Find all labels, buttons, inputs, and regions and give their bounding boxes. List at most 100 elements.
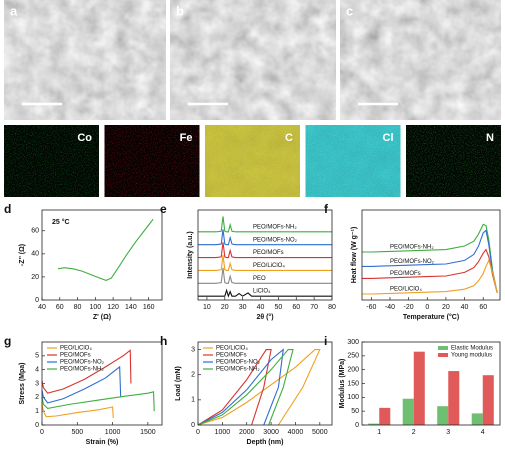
data-line (197, 349, 272, 426)
map-label: N (486, 132, 494, 144)
data-line (41, 349, 132, 394)
map-label: Fe (180, 132, 193, 144)
legend-label: Young modulus (451, 353, 492, 359)
x-tick-label: 1 (377, 429, 381, 436)
data-line (198, 216, 332, 233)
data-line (198, 288, 332, 298)
x-tick-label: 160 (143, 304, 155, 311)
eds-shade (305, 125, 401, 197)
x-tick-label: 3 (446, 429, 450, 436)
y-axis-label: Heat flow (W g⁻¹) (351, 227, 358, 284)
eds-tint (406, 125, 501, 197)
x-tick-label: 0 (40, 429, 44, 436)
series-label: PEO/MOFs-NH₂ (253, 224, 297, 230)
legend-label: PEO/MOFs (216, 353, 247, 359)
y-tick-label: 50 (351, 408, 359, 415)
y-tick-label: 0 (35, 297, 39, 304)
y-axis-label: Intensity (a.u.) (187, 231, 194, 278)
bar (437, 406, 449, 425)
data-line (197, 349, 294, 426)
y-axis-label: -Z'' (Ω) (19, 244, 26, 266)
x-tick-label: 80 (328, 304, 336, 311)
y-tick-label: 2 (35, 394, 39, 401)
y-axis-label: Load (mN) (175, 366, 182, 401)
data-line (362, 258, 498, 295)
legend-label: PEO/MOFs (60, 353, 91, 359)
x-tick-label: 30 (239, 304, 247, 311)
series-label: PEO/LiClO₄ (390, 287, 422, 293)
y-tick-label: 60 (31, 228, 39, 235)
x-tick-label: 120 (107, 304, 119, 311)
y-tick-label: 1 (35, 408, 39, 415)
axis-frame (197, 341, 333, 426)
x-tick-label: 1000 (215, 429, 231, 436)
panel-label: c (346, 3, 353, 18)
bar (402, 398, 414, 425)
data-line (198, 242, 332, 259)
data-line (362, 248, 498, 293)
legend-label: PEO/MOFs-NO₂ (60, 360, 105, 366)
x-tick-label: 60 (292, 304, 300, 311)
x-tick-label: 500 (71, 429, 83, 436)
eds-tint (4, 125, 99, 197)
axis-frame (41, 341, 163, 426)
panel-label: d (4, 202, 11, 216)
x-tick-label: 40 (257, 304, 265, 311)
x-axis-label: 2θ (°) (256, 313, 273, 321)
x-axis-label: Temperature (°C) (403, 313, 459, 321)
sem-image (340, 0, 501, 120)
data-line (362, 229, 498, 293)
series-label: PEO/MOFs-NO₂ (390, 259, 435, 265)
x-tick-label: 1500 (140, 429, 156, 436)
y-tick-label: 3 (191, 346, 195, 353)
eds-tint (104, 125, 200, 197)
map-label: Co (77, 132, 92, 144)
y-tick-label: 0 (35, 422, 39, 429)
map-label: Cl (383, 132, 394, 144)
series-label: PEO/MOFs-NO₂ (253, 237, 298, 243)
legend-label: Elastic Modulus (451, 346, 493, 352)
y-axis-label: Stress (Mpa) (19, 362, 26, 404)
y-tick-label: 20 (31, 274, 39, 281)
sem-image (4, 0, 166, 120)
y-tick-label: 1 (191, 397, 195, 404)
x-tick-label: 70 (310, 304, 318, 311)
y-tick-label: 0 (191, 422, 195, 429)
y-tick-label: 3 (35, 380, 39, 387)
eds-shade (205, 125, 300, 197)
data-line (362, 223, 498, 293)
x-tick-label: 100 (89, 304, 101, 311)
x-tick-label: 20 (221, 304, 229, 311)
y-tick-label: 150 (347, 380, 359, 387)
series-label: PEO/LiClO₄ (253, 263, 285, 269)
panel-label: f (324, 202, 329, 216)
x-tick-label: 10 (203, 304, 211, 311)
data-line (197, 348, 284, 426)
panel-label: h (160, 334, 167, 348)
series-label: LiClO₄ (253, 289, 271, 295)
x-tick-label: 40 (461, 304, 469, 311)
axis-frame (197, 209, 333, 301)
data-line (198, 267, 332, 284)
axis-frame (361, 209, 501, 301)
x-tick-label: 20 (442, 304, 450, 311)
y-tick-label: 100 (347, 394, 359, 401)
data-line (198, 254, 332, 271)
y-tick-label: 200 (347, 367, 359, 374)
bar (448, 371, 460, 425)
bar (379, 407, 391, 425)
legend-label: PEO/LiClO₄ (60, 346, 92, 352)
x-tick-label: 4000 (288, 429, 304, 436)
x-tick-label: 4 (481, 429, 485, 436)
bar (368, 423, 380, 425)
x-tick-label: 80 (74, 304, 82, 311)
x-tick-label: 0 (196, 429, 200, 436)
y-tick-label: 4 (35, 367, 39, 374)
y-tick-label: 0 (355, 422, 359, 429)
panel-label: b (176, 3, 184, 18)
data-line (197, 349, 321, 426)
y-tick-label: 250 (347, 353, 359, 360)
legend-label: PEO/LiClO₄ (216, 346, 248, 352)
bar (482, 375, 494, 425)
axis-frame (361, 341, 501, 426)
